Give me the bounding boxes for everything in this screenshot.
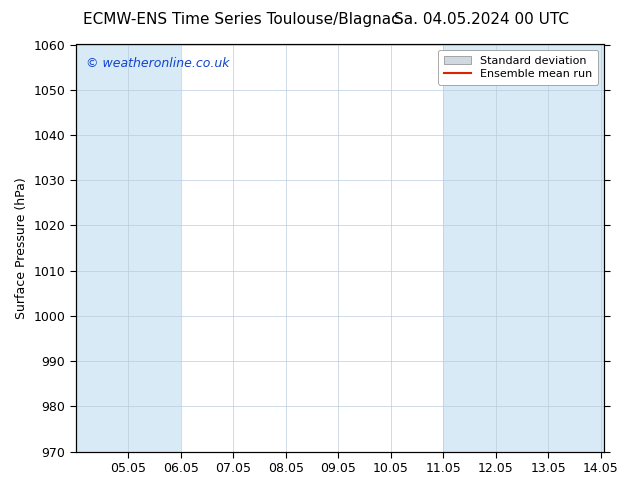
Text: Sa. 04.05.2024 00 UTC: Sa. 04.05.2024 00 UTC xyxy=(394,12,569,27)
Bar xyxy=(548,45,604,452)
Bar xyxy=(76,45,128,452)
Legend: Standard deviation, Ensemble mean run: Standard deviation, Ensemble mean run xyxy=(438,50,598,85)
Text: © weatheronline.co.uk: © weatheronline.co.uk xyxy=(86,57,230,70)
Y-axis label: Surface Pressure (hPa): Surface Pressure (hPa) xyxy=(15,177,28,319)
Bar xyxy=(128,45,181,452)
Bar xyxy=(496,45,548,452)
Text: ECMW-ENS Time Series Toulouse/Blagnac: ECMW-ENS Time Series Toulouse/Blagnac xyxy=(82,12,399,27)
Bar xyxy=(443,45,496,452)
